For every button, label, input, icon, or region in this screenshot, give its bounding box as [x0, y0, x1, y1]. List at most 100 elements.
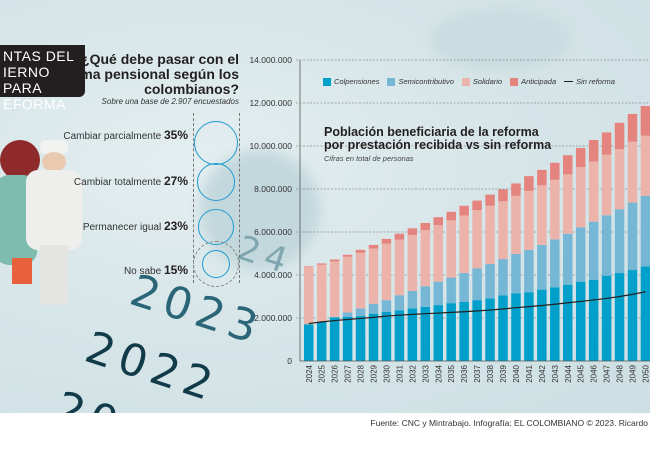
- bar-segment-semicontributivo: [511, 253, 521, 294]
- bar-segment-solidario: [614, 149, 625, 210]
- legend-item: Sin reforma: [564, 77, 615, 86]
- bar-segment-colpensiones: [446, 303, 456, 361]
- divider: [193, 113, 194, 283]
- y-tick-label: 2.000.000: [254, 313, 292, 323]
- legend-line: [564, 81, 574, 82]
- x-tick-label: 2046: [590, 364, 599, 382]
- bar-segment-solidario: [433, 225, 443, 282]
- bar-segment-anticipada: [433, 217, 443, 226]
- bar-segment-solidario: [381, 243, 392, 301]
- bar-segment-semicontributivo: [588, 221, 599, 280]
- survey-option: Permanecer igual 23%: [83, 219, 188, 233]
- bar-segment-solidario: [511, 195, 521, 254]
- chart-title-line: por prestación recibida vs sin reforma: [324, 138, 552, 152]
- bar-segment-solidario: [640, 135, 650, 196]
- bar-segment-solidario: [407, 235, 418, 291]
- bar-segment-semicontributivo: [355, 308, 366, 317]
- bar-segment-solidario: [601, 154, 612, 216]
- bar-segment-semicontributivo: [329, 316, 340, 318]
- bar-segment-semicontributivo: [472, 268, 482, 301]
- bar-segment-semicontributivo: [575, 227, 586, 282]
- bar-segment-colpensiones: [575, 281, 586, 361]
- bar-segment-colpensiones: [614, 273, 625, 361]
- bar-segment-solidario: [316, 264, 327, 322]
- bar-segment-solidario: [550, 179, 560, 240]
- bar-segment-solidario: [537, 185, 547, 245]
- bar-segment-semicontributivo: [446, 277, 456, 304]
- bar-segment-solidario: [472, 210, 482, 269]
- x-tick-label: 2034: [434, 364, 443, 382]
- legend-label: Semicontributivo: [398, 77, 454, 86]
- bar-segment-colpensiones: [640, 266, 650, 361]
- figurine-man: [26, 170, 82, 250]
- x-tick-label: 2043: [551, 364, 560, 382]
- bar-segment-solidario: [394, 239, 405, 296]
- figurine-man-legs: [40, 245, 68, 305]
- x-tick-label: 2042: [538, 364, 547, 382]
- bar-segment-semicontributivo: [459, 273, 469, 302]
- bar-segment-anticipada: [524, 176, 534, 191]
- bar-segment-semicontributivo: [524, 249, 534, 293]
- bar-segment-solidario: [498, 201, 508, 260]
- bar-segment-semicontributivo: [563, 233, 573, 285]
- x-tick-label: 2028: [357, 364, 366, 382]
- bar-segment-anticipada: [614, 122, 625, 150]
- legend-item: Colpensiones: [323, 77, 379, 86]
- bar-segment-semicontributivo: [433, 281, 443, 306]
- legend-label: Sin reforma: [576, 77, 615, 86]
- sin-reforma-line: [308, 291, 646, 325]
- bar-segment-anticipada: [550, 162, 560, 180]
- x-tick-label: 2031: [395, 364, 404, 382]
- bar-segment-solidario: [459, 215, 469, 274]
- legend-item: Solidario: [461, 77, 503, 86]
- reference-circle: [193, 241, 239, 287]
- x-tick-label: 2030: [382, 364, 391, 382]
- bar-segment-anticipada: [304, 266, 314, 268]
- bar-segment-semicontributivo: [640, 195, 650, 267]
- option-label: Cambiar totalmente: [73, 177, 162, 188]
- x-tick-label: 2039: [499, 364, 508, 382]
- bar-segment-colpensiones: [550, 287, 560, 361]
- x-tick-label: 2048: [616, 364, 625, 382]
- legend-label: Colpensiones: [334, 77, 380, 86]
- chart-title-line: Población beneficiaria de la reforma: [324, 125, 539, 139]
- legend-swatch: [323, 77, 331, 86]
- survey-option: Cambiar parcialmente 35%: [63, 128, 188, 142]
- y-tick-label: 4.000.000: [254, 270, 292, 280]
- bar-segment-anticipada: [355, 249, 366, 253]
- legend-item: Semicontributivo: [387, 77, 454, 86]
- x-tick-label: 2026: [331, 364, 340, 382]
- bar-segment-anticipada: [485, 194, 495, 206]
- bar-segment-anticipada: [511, 183, 521, 196]
- bar-segment-colpensiones: [511, 293, 521, 361]
- bar-segment-anticipada: [588, 139, 599, 162]
- bar-segment-anticipada: [601, 132, 612, 155]
- bar-segment-anticipada: [316, 263, 327, 265]
- bar-segment-solidario: [485, 205, 495, 265]
- section-title-line: IERNO PARA: [3, 64, 50, 96]
- bar-segment-colpensiones: [420, 306, 431, 361]
- bar-segment-solidario: [420, 230, 431, 287]
- bar-segment-semicontributivo: [485, 264, 495, 299]
- survey-option: Cambiar totalmente 27%: [74, 174, 188, 188]
- bar-segment-colpensiones: [381, 311, 392, 361]
- bar-segment-colpensiones: [472, 300, 482, 361]
- x-tick-label: 2038: [486, 364, 495, 382]
- bar-segment-anticipada: [563, 155, 573, 175]
- option-value: 35%: [163, 128, 188, 142]
- figurine-legs: [12, 258, 32, 284]
- x-tick-label: 2044: [564, 364, 573, 382]
- bar-segment-colpensiones: [368, 313, 379, 361]
- bar-segment-semicontributivo: [601, 215, 612, 276]
- bar-segment-solidario: [368, 248, 379, 304]
- section-title-line: EFORMA: [3, 96, 66, 112]
- bar-segment-anticipada: [394, 233, 405, 240]
- bar-segment-semicontributivo: [368, 303, 379, 314]
- y-tick-label: 10.000.000: [249, 141, 292, 151]
- section-title-line: NTAS DEL: [3, 48, 75, 64]
- legend-label: Solidario: [472, 77, 503, 86]
- bar-segment-anticipada: [472, 200, 482, 211]
- bar-segment-colpensiones: [627, 270, 638, 361]
- x-tick-label: 2027: [344, 364, 353, 382]
- bar-segment-semicontributivo: [381, 300, 392, 312]
